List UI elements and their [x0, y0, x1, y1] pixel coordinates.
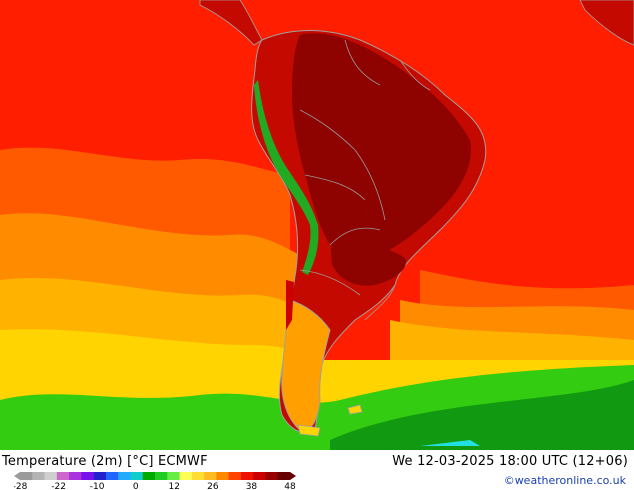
tierra-del-fuego — [297, 424, 321, 437]
legend-swatch — [179, 472, 193, 480]
temperature-map — [0, 0, 634, 450]
andes-cold-strip — [254, 80, 319, 275]
legend-swatch — [155, 472, 168, 480]
legend-tick-label: 38 — [246, 482, 258, 490]
legend-swatch — [105, 472, 119, 480]
legend-tick-label: 48 — [284, 482, 296, 490]
legend-swatch — [142, 472, 156, 480]
forecast-datetime: We 12-03-2025 18:00 UTC (12+06) — [392, 454, 628, 469]
color-scale-legend: -28 -22 -10 0 12 26 38 48 — [14, 472, 314, 490]
cold-dark-green-band — [330, 380, 634, 450]
legend-swatch — [44, 472, 58, 480]
source-credit-link[interactable]: ©weatheronline.co.uk — [503, 474, 626, 487]
legend-swatch — [167, 472, 180, 480]
central-america — [199, 0, 263, 46]
legend-swatch — [277, 472, 291, 480]
legend-tick-label: -22 — [51, 482, 66, 490]
country-borders — [299, 39, 431, 321]
chile-coast-warm — [286, 280, 294, 330]
legend-swatch — [191, 472, 205, 480]
map-footer: Temperature (2m) [°C] ECMWF We 12-03-202… — [0, 450, 634, 490]
map-title: Temperature (2m) [°C] ECMWF — [2, 454, 208, 469]
legend-swatch — [20, 472, 33, 480]
southern-cone-core — [330, 235, 406, 286]
legend-swatch — [93, 472, 107, 480]
legend-swatch — [216, 472, 229, 480]
legend-swatch — [69, 472, 82, 480]
patagonia-land — [281, 299, 331, 431]
legend-tick-label: 0 — [133, 482, 139, 490]
amazon-hot-core — [292, 33, 471, 259]
legend-swatch — [81, 472, 94, 480]
legend-swatches — [14, 472, 296, 480]
legend-tick-label: 12 — [169, 482, 180, 490]
cold-cyan-patch — [420, 440, 480, 446]
legend-tick-labels: -28 -22 -10 0 12 26 38 48 — [14, 482, 296, 490]
legend-tick-label: -28 — [14, 482, 28, 490]
legend-right-arrow — [290, 472, 296, 480]
legend-left-arrow — [14, 472, 20, 480]
legend-swatch — [240, 472, 254, 480]
legend-swatch — [253, 472, 266, 480]
legend-swatch — [118, 472, 131, 480]
legend-swatch — [204, 472, 217, 480]
legend-tick-label: 26 — [207, 482, 219, 490]
legend-tick-label: -10 — [90, 482, 105, 490]
falkland-islands — [347, 404, 363, 415]
legend-swatch — [265, 472, 279, 480]
legend-swatch — [228, 472, 242, 480]
legend-swatch — [32, 472, 45, 480]
legend-swatch — [56, 472, 70, 480]
legend-swatch — [130, 472, 144, 480]
